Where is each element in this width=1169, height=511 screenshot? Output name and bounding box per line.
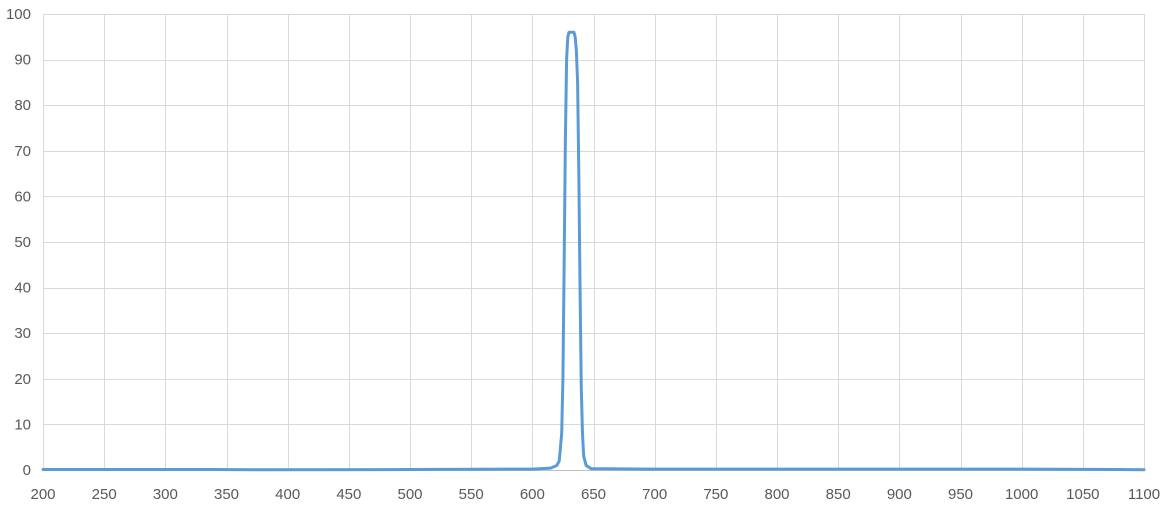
y-axis-tick-labels: 0 10 20 30 40 50 60 70 80 90 100 — [6, 6, 31, 479]
y-tick-label: 50 — [14, 234, 31, 251]
y-tick-label: 90 — [14, 52, 31, 69]
series-group — [41, 30, 1146, 472]
y-tick-label: 20 — [14, 371, 31, 388]
x-tick-label: 1100 — [1128, 486, 1160, 503]
x-tick-label: 250 — [92, 486, 117, 503]
x-tick-label: 400 — [275, 486, 300, 503]
x-tick-label: 900 — [887, 486, 912, 503]
x-tick-label: 1050 — [1066, 486, 1099, 503]
series-line — [41, 30, 1146, 472]
x-tick-label: 200 — [30, 486, 55, 503]
y-tick-label: 70 — [14, 143, 31, 160]
x-tick-label: 950 — [948, 486, 973, 503]
y-tick-label: 100 — [6, 6, 31, 23]
x-tick-label: 1000 — [1005, 486, 1038, 503]
x-tick-label: 600 — [520, 486, 545, 503]
y-tick-label: 80 — [14, 97, 31, 114]
y-tick-label: 0 — [23, 462, 31, 479]
x-tick-label: 700 — [642, 486, 667, 503]
x-tick-label: 550 — [459, 486, 484, 503]
x-tick-label: 500 — [397, 486, 422, 503]
x-tick-label: 350 — [214, 486, 239, 503]
x-tick-label: 300 — [153, 486, 178, 503]
x-tick-label: 850 — [826, 486, 851, 503]
grid-lines — [43, 14, 1145, 470]
x-tick-label: 800 — [764, 486, 789, 503]
y-tick-label: 10 — [14, 416, 31, 433]
y-tick-label: 40 — [14, 280, 31, 297]
y-tick-label: 60 — [14, 188, 31, 205]
y-tick-label: 30 — [14, 325, 31, 342]
x-tick-label: 650 — [581, 486, 606, 503]
x-axis-tick-labels: 200 250 300 350 400 450 500 550 600 650 700 750 800 8… — [30, 486, 1160, 503]
x-tick-label: 450 — [336, 486, 361, 503]
x-tick-label: 750 — [703, 486, 728, 503]
